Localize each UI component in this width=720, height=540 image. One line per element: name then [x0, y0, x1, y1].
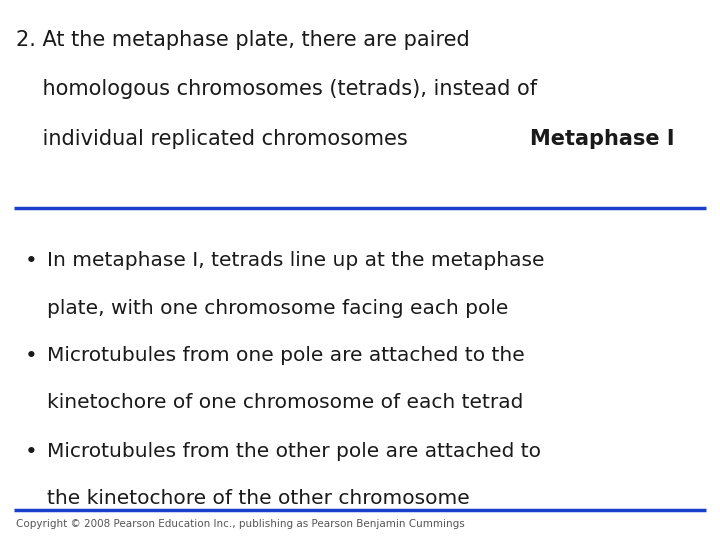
- Text: 2. At the metaphase plate, there are paired: 2. At the metaphase plate, there are pai…: [16, 30, 469, 50]
- Text: Metaphase I: Metaphase I: [530, 129, 675, 149]
- Text: the kinetochore of the other chromosome: the kinetochore of the other chromosome: [47, 489, 469, 508]
- Text: •: •: [25, 251, 38, 271]
- Text: Copyright © 2008 Pearson Education Inc., publishing as Pearson Benjamin Cummings: Copyright © 2008 Pearson Education Inc.,…: [16, 519, 464, 530]
- Text: individual replicated chromosomes: individual replicated chromosomes: [16, 129, 414, 149]
- Text: •: •: [25, 346, 38, 366]
- Text: Microtubules from the other pole are attached to: Microtubules from the other pole are att…: [47, 442, 541, 461]
- Text: •: •: [25, 442, 38, 462]
- Text: In metaphase I, tetrads line up at the metaphase: In metaphase I, tetrads line up at the m…: [47, 251, 544, 270]
- Text: Microtubules from one pole are attached to the: Microtubules from one pole are attached …: [47, 346, 525, 365]
- Text: plate, with one chromosome facing each pole: plate, with one chromosome facing each p…: [47, 299, 508, 318]
- Text: kinetochore of one chromosome of each tetrad: kinetochore of one chromosome of each te…: [47, 393, 523, 412]
- Text: homologous chromosomes (tetrads), instead of: homologous chromosomes (tetrads), instea…: [16, 79, 537, 99]
